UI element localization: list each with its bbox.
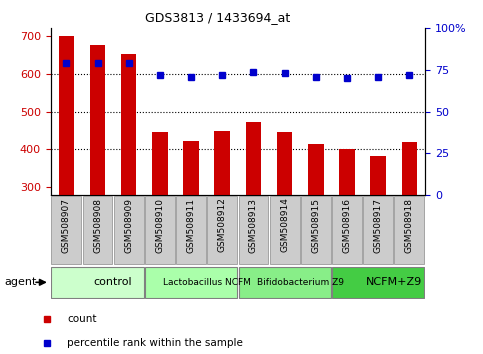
- FancyBboxPatch shape: [363, 196, 393, 264]
- Bar: [339, 149, 355, 195]
- Text: GSM508914: GSM508914: [280, 198, 289, 252]
- FancyBboxPatch shape: [83, 196, 113, 264]
- Text: GSM508908: GSM508908: [93, 198, 102, 252]
- FancyBboxPatch shape: [332, 196, 362, 264]
- FancyBboxPatch shape: [145, 196, 175, 264]
- Text: GSM508909: GSM508909: [124, 198, 133, 252]
- FancyBboxPatch shape: [207, 196, 237, 264]
- FancyBboxPatch shape: [51, 196, 81, 264]
- FancyBboxPatch shape: [145, 267, 237, 298]
- Bar: [214, 131, 230, 195]
- Text: GSM508917: GSM508917: [374, 198, 383, 252]
- Text: GSM508907: GSM508907: [62, 198, 71, 252]
- Text: count: count: [68, 314, 97, 324]
- Text: GSM508912: GSM508912: [218, 198, 227, 252]
- FancyBboxPatch shape: [332, 267, 425, 298]
- Text: agent: agent: [5, 277, 37, 287]
- FancyBboxPatch shape: [114, 196, 143, 264]
- Bar: [90, 45, 105, 195]
- Text: Lactobacillus NCFM: Lactobacillus NCFM: [163, 278, 251, 287]
- Bar: [121, 54, 137, 195]
- Bar: [152, 132, 168, 195]
- Bar: [277, 132, 293, 195]
- Bar: [370, 156, 386, 195]
- Text: percentile rank within the sample: percentile rank within the sample: [68, 338, 243, 348]
- FancyBboxPatch shape: [239, 196, 269, 264]
- Bar: [402, 142, 417, 195]
- FancyBboxPatch shape: [270, 196, 299, 264]
- Bar: [58, 36, 74, 195]
- Text: GSM508918: GSM508918: [405, 198, 414, 252]
- Text: control: control: [94, 277, 132, 287]
- Text: GSM508913: GSM508913: [249, 198, 258, 252]
- Text: GDS3813 / 1433694_at: GDS3813 / 1433694_at: [145, 11, 290, 24]
- FancyBboxPatch shape: [395, 196, 425, 264]
- FancyBboxPatch shape: [301, 196, 331, 264]
- Text: GSM508915: GSM508915: [312, 198, 320, 252]
- Bar: [308, 144, 324, 195]
- Text: GSM508910: GSM508910: [156, 198, 164, 252]
- FancyBboxPatch shape: [51, 267, 143, 298]
- Text: GSM508916: GSM508916: [342, 198, 352, 252]
- Bar: [246, 122, 261, 195]
- Text: GSM508911: GSM508911: [186, 198, 196, 252]
- Text: NCFM+Z9: NCFM+Z9: [366, 277, 422, 287]
- FancyBboxPatch shape: [176, 196, 206, 264]
- Bar: [183, 141, 199, 195]
- Text: Bifidobacterium Z9: Bifidobacterium Z9: [257, 278, 344, 287]
- FancyBboxPatch shape: [239, 267, 331, 298]
